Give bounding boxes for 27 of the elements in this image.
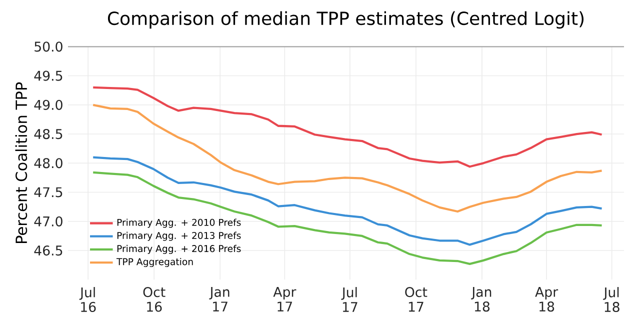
y-tick-label: 50.0 — [34, 42, 62, 52]
y-tick-label: 48.5 — [34, 129, 62, 140]
legend-label: TPP Aggregation — [116, 258, 193, 268]
y-tick-label: 48.0 — [34, 158, 62, 168]
line-series — [92, 172, 603, 266]
x-tick-label: Jan 17 — [209, 287, 230, 312]
legend-label: Primary Agg. + 2013 Prefs — [117, 232, 241, 241]
x-tick-label: Apr 18 — [535, 287, 558, 312]
x-tick-label: Oct 17 — [405, 287, 428, 312]
y-tick-label: 49.0 — [34, 100, 62, 110]
x-tick-label: Jul 16 — [79, 287, 96, 312]
y-axis-title: Percent Coalition TPP — [15, 82, 28, 244]
y-tick-label: 46.5 — [34, 246, 62, 256]
y-tick-label: 47.0 — [34, 216, 62, 227]
legend-label: Primary Agg. + 2010 Prefs — [117, 218, 241, 228]
x-tick-label: Apr 17 — [273, 287, 296, 312]
x-tick-label: Oct 16 — [143, 287, 166, 312]
x-tick-label: Jul 17 — [341, 287, 358, 312]
y-tick-label: 49.5 — [34, 70, 62, 81]
legend-label: Primary Agg. + 2016 Prefs — [117, 245, 241, 254]
line-series — [92, 156, 603, 246]
line-series — [92, 104, 603, 213]
line-series — [92, 86, 603, 168]
y-tick-label: 47.5 — [34, 187, 62, 198]
x-tick-label: Jul 18 — [603, 287, 620, 312]
chart-title: Comparison of median TPP estimates (Centred Logit) — [108, 11, 584, 29]
x-tick-label: Jan 18 — [470, 287, 492, 312]
